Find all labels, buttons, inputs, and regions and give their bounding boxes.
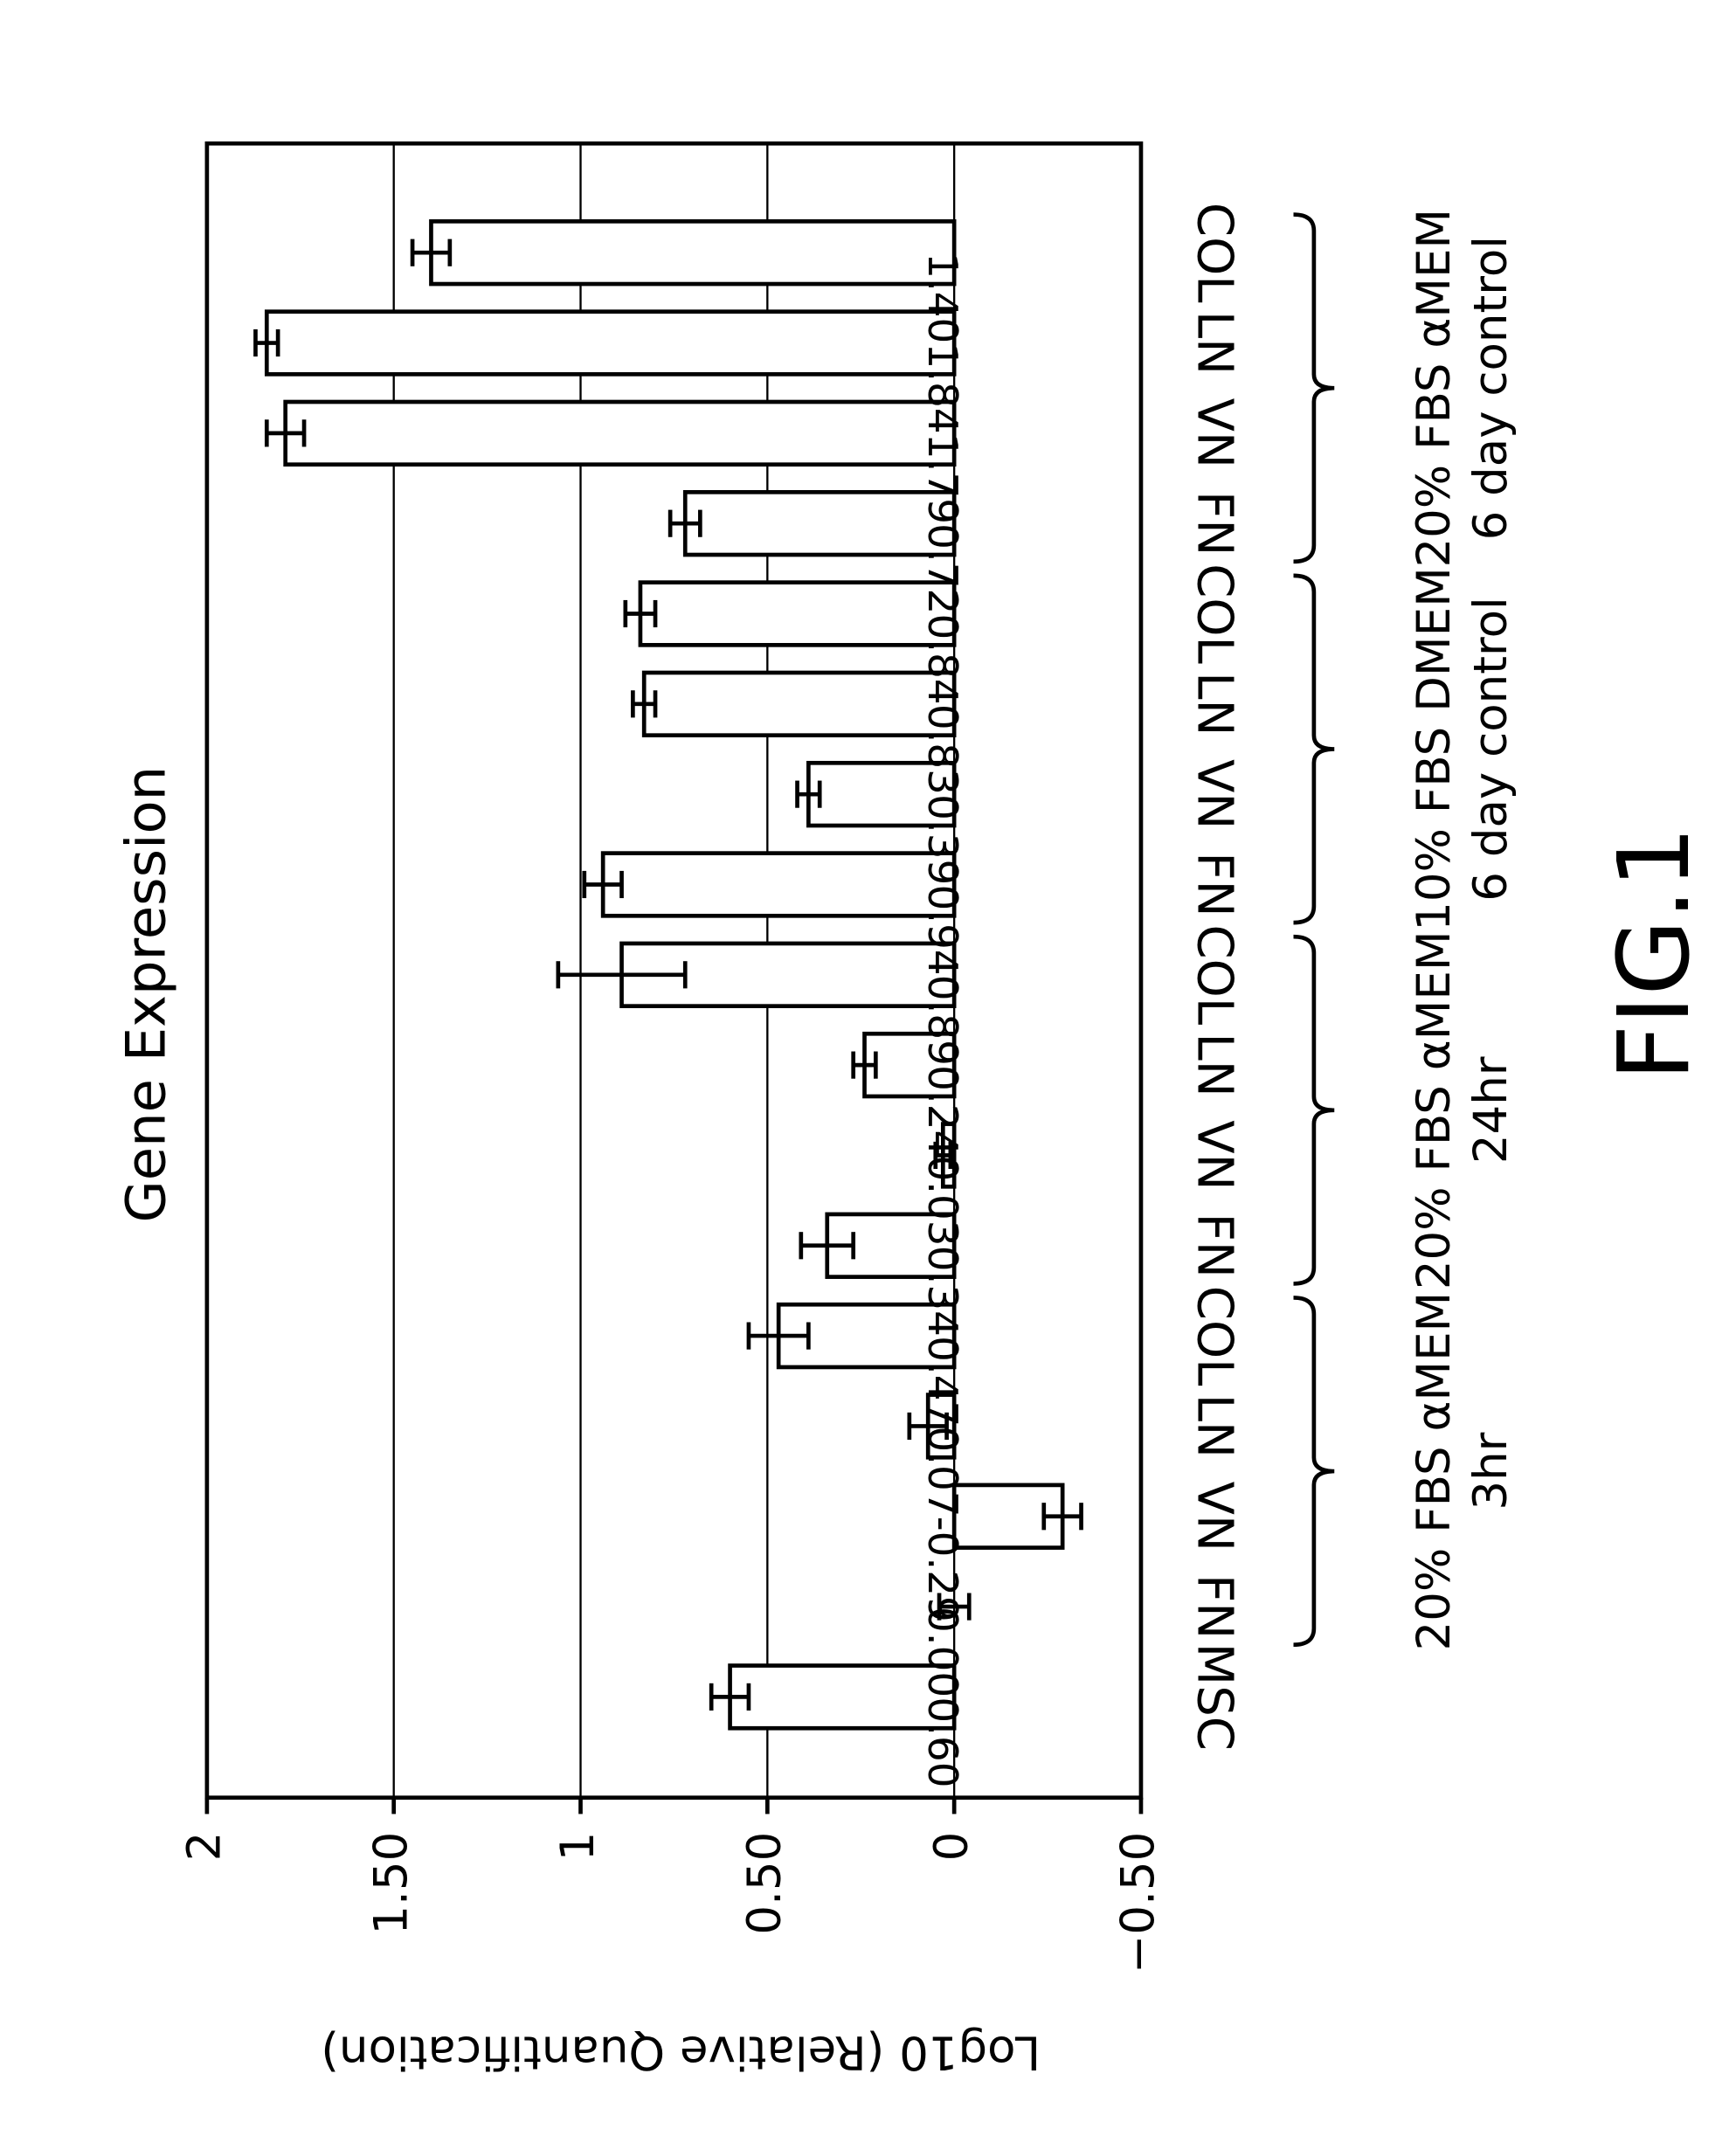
bar [640,583,954,646]
group-label: 20% FBS αMEM [1407,1292,1461,1651]
data-label: 0.34 [918,1246,965,1337]
bar [431,221,954,284]
group-bracket [1294,1297,1335,1644]
x-tick-label: COL [1186,1286,1242,1386]
x-tick-label: LN [1186,1033,1242,1097]
data-label: 0.03 [918,1155,965,1246]
data-label: 0.94 [918,884,965,975]
x-tick-label: FN [1186,1574,1242,1639]
data-label: 0.84 [918,614,965,705]
x-tick-label: FN [1186,491,1242,556]
x-tick-label: LN [1186,311,1242,375]
x-tick-label: VN [1186,1482,1242,1552]
bar [685,492,954,555]
data-label: 0.89 [918,975,965,1066]
data-label: 1.84 [918,343,965,434]
group-label: 6 day control [1464,597,1518,901]
x-tick-label: COL [1186,203,1242,303]
data-label: 0.83 [918,704,965,795]
x-tick-label: LN [1186,1394,1242,1458]
data-label: 0.60 [918,1697,965,1787]
data-label: 1.79 [918,433,965,524]
data-label: 0.24 [918,1065,965,1156]
chart-title: Gene Expression [114,766,178,1223]
bar [286,402,954,465]
group-bracket [1294,937,1335,1283]
y-tick-label: −0.50 [1112,1832,1165,1973]
chart: Gene Expression Log10 (Relative Quantifi… [0,0,1736,2129]
group-label: 24hr [1464,1056,1518,1164]
data-label: -0.29 [918,1517,965,1622]
x-tick-label: VN [1186,398,1242,468]
bar [644,673,954,736]
x-tick-label: LN [1186,672,1242,736]
group-label: 3hr [1464,1432,1518,1510]
x-tick-label: VN [1186,759,1242,829]
group-label: 10% FBS DMEM [1407,567,1461,931]
y-tick-label: 1.50 [364,1832,418,1935]
data-label: 0.72 [918,523,965,614]
x-tick-label: FN [1186,1213,1242,1278]
data-label: 0.47 [918,1336,965,1427]
group-label: 20% FBS αMEM [1407,209,1461,568]
x-tick-label: VN [1186,1120,1242,1190]
x-tick-label: COL [1186,925,1242,1026]
page: {"chart_data": { "type": "bar", "title":… [0,0,1736,2129]
data-label: 0.39 [918,794,965,885]
x-tick-label: MSC [1186,1643,1242,1751]
figure-label: FIG.1 [1598,826,1712,1082]
bar [603,854,954,916]
y-tick-label: 0.50 [738,1832,792,1935]
data-label: 1.40 [918,252,965,343]
y-axis-label: Log10 (Relative Quantification) [321,2025,1041,2078]
data-label: 0.07 [918,1426,965,1517]
y-tick-label: 2 [178,1832,232,1862]
x-tick-label: COL [1186,563,1242,664]
x-tick-label: FN [1186,852,1242,916]
group-label: 6 day control [1464,236,1518,540]
y-tick-label: 0 [925,1832,979,1862]
group-label: 20% FBS αMEM [1407,930,1461,1289]
group-bracket [1294,215,1335,562]
bar [266,312,954,375]
group-bracket [1294,576,1335,923]
y-tick-label: 1 [551,1832,605,1862]
